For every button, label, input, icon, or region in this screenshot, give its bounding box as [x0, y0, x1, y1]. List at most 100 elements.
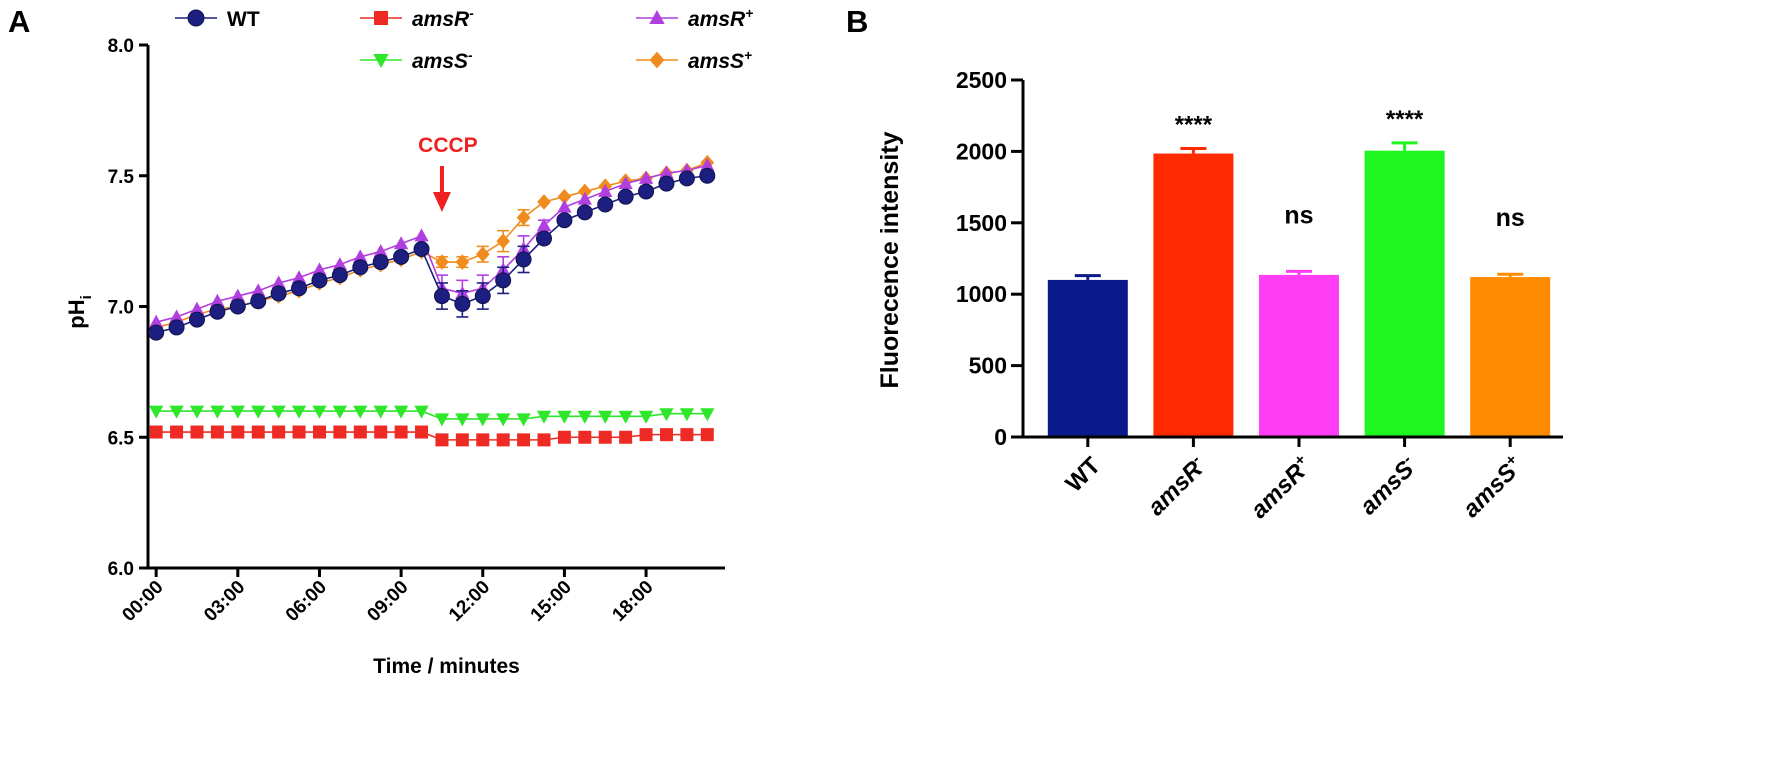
data-point-amsR+ — [598, 183, 613, 197]
legend-marker-amsR- — [374, 11, 388, 25]
x-tick-label: amsR- — [1142, 451, 1212, 521]
series-amsS- — [149, 405, 715, 427]
data-point-amsR+ — [353, 249, 368, 263]
data-point-amsS+ — [537, 194, 551, 210]
data-point-amsR+ — [373, 244, 388, 258]
legend: WT amsR-amsR+ amsS-amsS+ — [175, 6, 753, 73]
data-point-WT — [413, 240, 430, 257]
data-point-amsR- — [170, 425, 184, 439]
data-point-WT — [270, 285, 287, 302]
data-point-amsR+ — [291, 270, 307, 284]
data-point-amsS+ — [475, 246, 490, 262]
y-axis-title: pHi — [64, 295, 95, 329]
data-point-amsR- — [639, 428, 653, 442]
y-tick-label: 6.5 — [108, 428, 135, 449]
legend-marker-amsS+ — [649, 51, 665, 69]
bar — [1047, 279, 1128, 437]
data-point-amsR+ — [618, 176, 633, 190]
data-point-amsR- — [272, 425, 286, 439]
data-point-WT — [556, 212, 573, 229]
data-point-WT — [352, 259, 369, 276]
data-point-amsR+ — [312, 262, 327, 276]
data-point-WT — [331, 267, 348, 284]
y-tick-label: 8.0 — [108, 36, 134, 57]
data-point-WT — [495, 272, 512, 289]
data-point-amsR- — [149, 425, 163, 439]
data-point-amsR+ — [536, 217, 552, 231]
legend-label-WT: WT — [227, 8, 260, 31]
data-point-amsR+ — [393, 236, 409, 250]
data-point-amsS+ — [557, 188, 572, 205]
x-tick-label: 18:00 — [608, 577, 657, 626]
y-tick-label: 2500 — [956, 67, 1007, 93]
data-point-amsS- — [659, 408, 674, 422]
data-point-amsR- — [374, 425, 388, 439]
significance-label: **** — [1175, 112, 1213, 139]
data-point-amsS+ — [435, 254, 449, 270]
data-point-amsS+ — [578, 183, 592, 200]
series-line-WT — [155, 174, 708, 334]
data-point-amsR+ — [251, 283, 266, 297]
significance-label: **** — [1386, 106, 1424, 133]
bar — [1259, 274, 1339, 437]
x-axis-title: Time / minutes — [373, 655, 520, 678]
data-point-amsS- — [149, 405, 164, 419]
data-point-amsR+ — [557, 199, 572, 213]
legend-marker-amsR+ — [649, 9, 665, 24]
bar — [1470, 277, 1551, 437]
data-point-amsS- — [414, 405, 429, 419]
data-point-amsR- — [619, 430, 633, 444]
data-point-WT — [576, 204, 593, 221]
legend-marker-WT — [187, 9, 205, 27]
data-point-amsS- — [496, 413, 511, 427]
data-point-WT — [372, 254, 389, 271]
y-tick-label: 7.5 — [108, 167, 135, 188]
data-point-amsS- — [251, 405, 266, 419]
significance-label: ns — [1284, 201, 1313, 229]
data-point-WT — [597, 196, 614, 213]
bar-chart-panel-b: 0 500 1000 1500 2000 2500 Fluorecence intensit… — [876, 67, 1563, 524]
data-point-amsR+ — [271, 275, 286, 289]
data-point-WT — [454, 295, 471, 312]
data-point-amsR+ — [169, 309, 184, 323]
x-tick-label: amsS- — [1354, 451, 1423, 520]
legend-label-amsS-: amsS- — [412, 48, 473, 73]
data-point-amsS+ — [496, 233, 511, 249]
data-point-amsS- — [638, 410, 654, 424]
data-point-amsR- — [415, 425, 429, 439]
data-point-amsS- — [455, 413, 470, 427]
y-tick-label: 2000 — [956, 138, 1007, 164]
panel-b-label: B — [846, 4, 868, 39]
data-point-amsS- — [189, 405, 205, 419]
x-tick-label: 03:00 — [200, 577, 249, 626]
line-chart-panel-a: 6.0 6.5 7.0 7.5 8.0 00:00 03:00 06:00 09:00 12:00… — [64, 6, 753, 678]
y-axis-title: Fluorecence intensity — [876, 131, 904, 388]
data-point-WT — [515, 251, 532, 268]
data-point-amsR- — [680, 428, 694, 442]
data-point-amsS- — [291, 405, 307, 419]
data-point-WT — [229, 298, 246, 315]
data-point-amsR+ — [189, 301, 205, 315]
y-tick-label: 500 — [969, 353, 1007, 379]
data-point-amsR- — [231, 425, 245, 439]
data-point-amsS- — [679, 408, 695, 422]
data-point-amsS- — [557, 410, 572, 424]
bar — [1364, 150, 1445, 437]
data-point-amsS- — [373, 405, 388, 419]
data-point-amsR- — [333, 425, 347, 439]
data-point-WT — [474, 288, 491, 305]
y-tick-label: 6.0 — [108, 559, 134, 580]
data-point-amsS- — [332, 405, 348, 419]
x-tick-label: 06:00 — [282, 577, 331, 626]
data-point-amsR- — [455, 433, 469, 447]
data-point-amsR+ — [659, 165, 674, 179]
panel-a-label: A — [8, 4, 30, 39]
x-tick-label: amsS+ — [1457, 451, 1529, 523]
significance-label: ns — [1496, 204, 1525, 232]
data-point-amsS- — [536, 410, 552, 424]
data-point-amsR+ — [230, 288, 245, 302]
data-point-WT — [678, 170, 695, 187]
data-point-amsR- — [496, 433, 510, 447]
data-point-amsR- — [312, 425, 326, 439]
x-tick-label: 15:00 — [527, 577, 576, 626]
